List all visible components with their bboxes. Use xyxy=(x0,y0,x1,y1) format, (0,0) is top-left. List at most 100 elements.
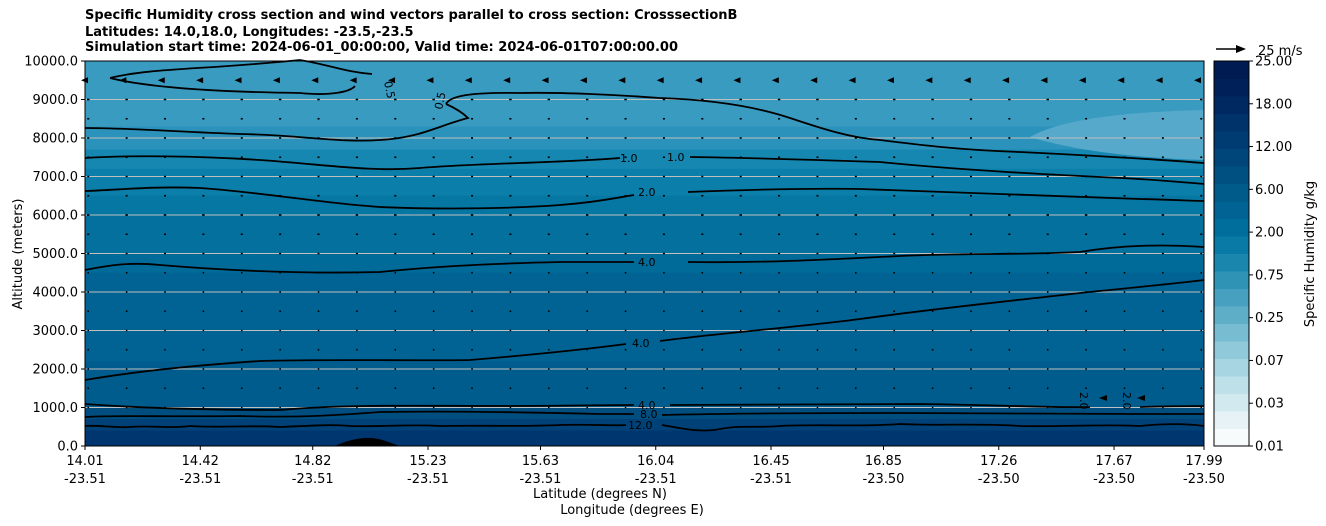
wind-vector xyxy=(1123,310,1126,313)
colorbar-tick-label: 18.00 xyxy=(1255,97,1292,112)
wind-vector xyxy=(164,348,166,351)
wind-vector xyxy=(1046,233,1049,236)
wind-vector xyxy=(816,329,819,332)
wind-vector xyxy=(1008,156,1011,159)
wind-vector xyxy=(816,214,819,216)
wind-vector xyxy=(1008,137,1011,139)
wind-vector xyxy=(509,194,512,197)
wind-vector xyxy=(1123,271,1126,274)
wind-vector xyxy=(1161,98,1165,101)
wind-vector xyxy=(1200,252,1203,255)
wind-vector xyxy=(241,368,243,370)
wind-vector xyxy=(164,233,167,236)
wind-vector xyxy=(701,271,704,274)
wind-vector xyxy=(586,137,589,139)
colorbar xyxy=(1214,61,1249,447)
wind-vector xyxy=(1161,194,1164,197)
y-tick-label: 8000.0 xyxy=(33,132,79,147)
wind-vector xyxy=(586,271,588,274)
x-tick-label-longitude: -23.50 xyxy=(863,472,905,487)
wind-vector xyxy=(1123,406,1126,409)
wind-vector xyxy=(164,387,166,390)
contour-label-2.0-right-b: 2.0 xyxy=(1120,392,1133,410)
wind-vector xyxy=(893,271,895,274)
colorbar-segment xyxy=(1214,341,1249,359)
wind-vector xyxy=(1008,194,1011,197)
wind-vector xyxy=(739,348,742,351)
wind-vector xyxy=(509,271,512,274)
wind-vector xyxy=(355,194,358,197)
wind-vector xyxy=(125,387,128,390)
contour-line-1.0 xyxy=(84,155,1205,185)
wind-vector xyxy=(432,194,435,197)
wind-vector xyxy=(931,368,934,370)
wind-vector xyxy=(586,117,589,120)
wind-vector xyxy=(963,77,971,84)
wind-vector xyxy=(240,117,243,120)
wind-vector xyxy=(816,233,819,236)
wind-vector xyxy=(548,348,550,351)
colorbar-segment xyxy=(1214,183,1249,202)
contour-lines xyxy=(84,59,1205,432)
y-tick-label: 6000.0 xyxy=(33,209,79,224)
wind-vector xyxy=(1046,156,1049,159)
y-tick-label: 0.0 xyxy=(57,440,78,455)
wind-vector xyxy=(579,77,587,84)
wind-vector xyxy=(164,310,166,313)
wind-vector xyxy=(663,271,665,274)
contour-line-8.0 xyxy=(84,410,1204,418)
contour-line-2.0 xyxy=(84,186,1205,210)
wind-vector xyxy=(970,291,972,293)
wind-vector xyxy=(854,117,857,120)
wind-vector xyxy=(1162,291,1164,293)
wind-vector xyxy=(509,214,512,216)
wind-vector xyxy=(970,348,972,351)
wind-vector xyxy=(893,348,895,351)
wind-vector xyxy=(662,175,665,178)
wind-vector xyxy=(432,406,435,409)
colorbar-segment xyxy=(1214,61,1249,79)
wind-vector xyxy=(509,98,512,101)
wind-vector xyxy=(701,117,704,120)
wind-vector xyxy=(279,387,281,390)
wind-vector xyxy=(816,117,819,120)
wind-vector xyxy=(739,175,742,178)
wind-vector xyxy=(464,77,472,84)
wind-vector xyxy=(1008,214,1011,216)
wind-vector xyxy=(240,252,243,255)
humidity-band xyxy=(85,149,1204,170)
wind-vector xyxy=(931,194,934,197)
wind-vector xyxy=(241,329,243,332)
wind-vector xyxy=(432,387,435,390)
wind-vector xyxy=(1123,329,1126,332)
chart-title-line-3: Simulation start time: 2024-06-01_00:00:… xyxy=(85,40,678,55)
wind-vector xyxy=(931,310,934,313)
wind-vector xyxy=(1123,175,1126,178)
wind-vector xyxy=(931,117,934,120)
wind-vector xyxy=(547,175,550,178)
colorbar-ticks: 0.01 0.03 0.07 0.25 0.75 2.00 6.00 12.00 18.00 25… xyxy=(1249,55,1292,455)
wind-vector xyxy=(855,387,857,390)
wind-vector xyxy=(87,117,90,120)
wind-vector xyxy=(739,271,742,274)
wind-vector xyxy=(279,368,281,370)
humidity-band xyxy=(1030,110,1204,160)
wind-vector xyxy=(388,77,396,84)
wind-vector xyxy=(1085,348,1087,351)
x-tick-label-latitude: 16.04 xyxy=(637,454,674,469)
wind-vector xyxy=(87,406,89,409)
wind-vector xyxy=(778,310,780,313)
wind-vector xyxy=(164,368,166,370)
wind-vector xyxy=(164,271,166,274)
wind-vector xyxy=(624,194,627,197)
wind-vector xyxy=(202,175,205,178)
wind-vector xyxy=(547,137,550,139)
wind-vector xyxy=(1123,156,1126,159)
wind-vector xyxy=(394,175,397,178)
wind-vector xyxy=(164,291,166,293)
wind-vector xyxy=(892,98,896,101)
wind-vector xyxy=(1046,175,1049,178)
wind-vector xyxy=(1200,406,1202,409)
wind-vector xyxy=(624,98,627,101)
wind-vector xyxy=(1008,233,1011,236)
